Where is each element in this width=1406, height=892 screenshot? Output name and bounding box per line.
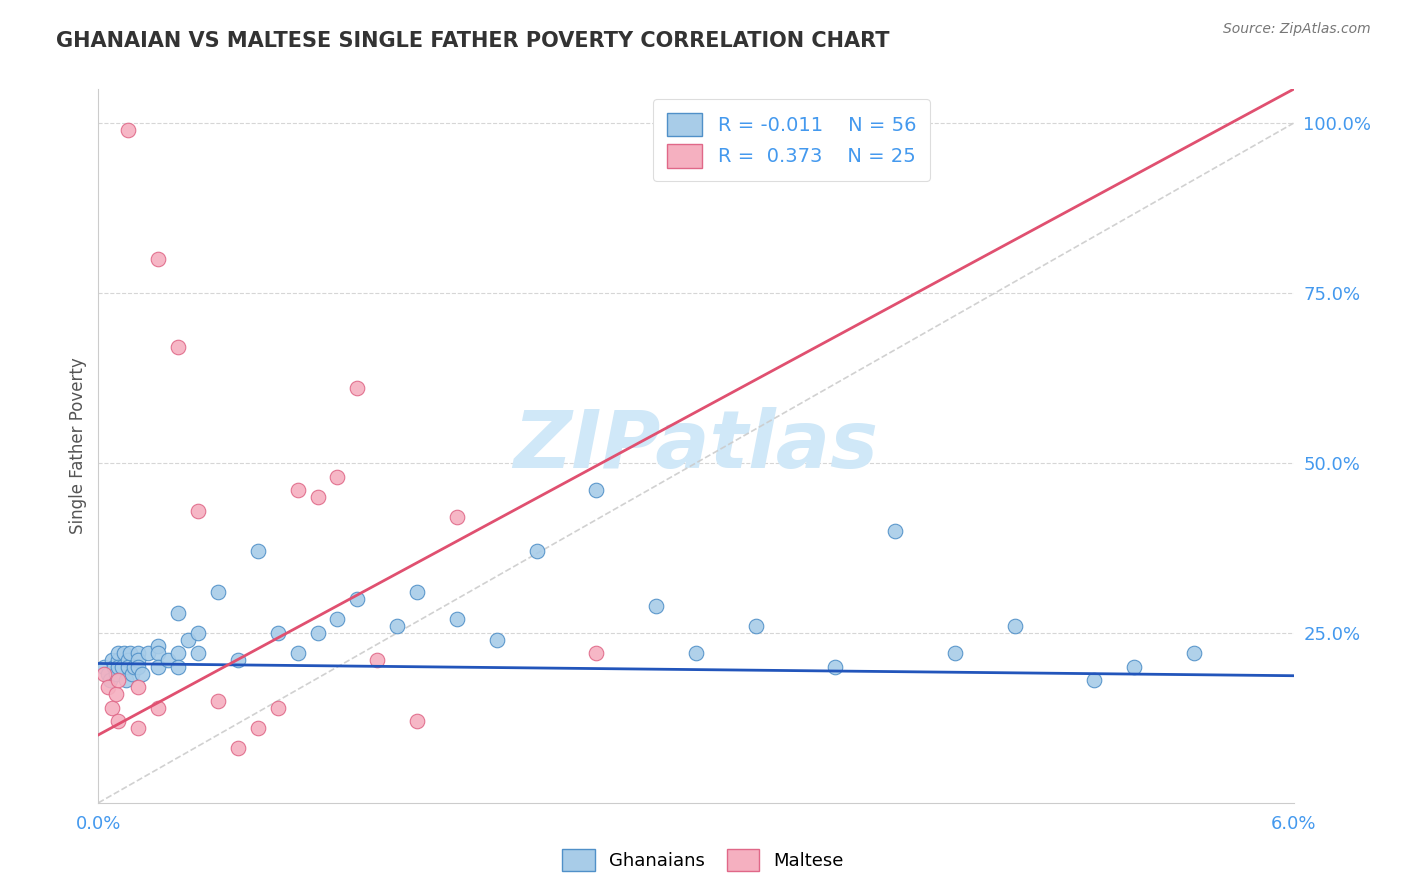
Point (207, 694, 229, 708)
Point (1083, 673, 1105, 688)
Point (117, 123, 139, 137)
Point (346, 591, 368, 606)
Point (884, 524, 907, 538)
Point (346, 381, 368, 395)
Point (685, 646, 707, 660)
Point (112, 646, 135, 660)
Point (167, 341, 190, 355)
Point (157, 653, 180, 667)
Point (267, 700, 290, 714)
Point (97, 666, 120, 681)
Point (226, 653, 249, 667)
Point (124, 660, 146, 674)
Point (105, 666, 128, 681)
Point (187, 626, 209, 640)
Point (105, 687, 128, 701)
Point (127, 646, 149, 660)
Point (120, 646, 142, 660)
Point (406, 714, 429, 729)
Point (226, 741, 249, 756)
Point (1004, 619, 1026, 633)
Point (107, 646, 129, 660)
Point (406, 585, 429, 599)
Point (207, 585, 229, 599)
Point (446, 612, 468, 626)
Point (246, 721, 269, 735)
Point (111, 660, 134, 674)
Point (307, 490, 329, 504)
Point (93, 660, 115, 674)
Point (485, 632, 508, 647)
Point (1182, 646, 1205, 660)
Point (446, 510, 468, 524)
Point (121, 666, 143, 681)
Point (167, 606, 190, 620)
Point (287, 646, 309, 660)
Point (267, 626, 290, 640)
Point (177, 632, 200, 647)
Point (307, 626, 329, 640)
Point (127, 653, 149, 667)
Point (824, 660, 846, 674)
Point (107, 653, 129, 667)
Point (585, 483, 607, 498)
Point (167, 660, 190, 674)
Point (131, 666, 153, 681)
Point (167, 646, 190, 660)
Text: GHANAIAN VS MALTESE SINGLE FATHER POVERTY CORRELATION CHART: GHANAIAN VS MALTESE SINGLE FATHER POVERT… (56, 31, 890, 51)
Point (187, 503, 209, 517)
Point (93, 666, 115, 681)
Point (326, 612, 349, 626)
Point (526, 544, 548, 558)
Point (97, 680, 120, 694)
Legend: R = -0.011    N = 56, R =  0.373    N = 25: R = -0.011 N = 56, R = 0.373 N = 25 (654, 99, 929, 181)
Point (115, 673, 138, 688)
Point (148, 252, 170, 266)
Point (98, 673, 122, 688)
Point (246, 544, 269, 558)
Point (107, 660, 129, 674)
Point (101, 700, 124, 714)
Point (117, 660, 139, 674)
Point (1123, 660, 1146, 674)
Point (127, 680, 149, 694)
Legend: Ghanaians, Maltese: Ghanaians, Maltese (555, 842, 851, 879)
Point (107, 673, 129, 688)
Text: ZIPatlas: ZIPatlas (513, 407, 879, 485)
Point (107, 714, 129, 729)
Point (148, 660, 170, 674)
Point (101, 653, 124, 667)
Point (366, 653, 388, 667)
Point (326, 469, 349, 483)
Text: Source: ZipAtlas.com: Source: ZipAtlas.com (1223, 22, 1371, 37)
Point (187, 646, 209, 660)
Point (148, 646, 170, 660)
Point (127, 660, 149, 674)
Point (645, 599, 668, 613)
Point (117, 653, 139, 667)
Point (385, 619, 409, 633)
Point (136, 646, 159, 660)
Point (745, 619, 768, 633)
Point (287, 483, 309, 498)
Point (103, 660, 125, 674)
Point (943, 646, 966, 660)
Y-axis label: Single Father Poverty: Single Father Poverty (69, 358, 87, 534)
Point (148, 640, 170, 654)
Point (127, 721, 149, 735)
Point (585, 646, 607, 660)
Point (148, 700, 170, 714)
